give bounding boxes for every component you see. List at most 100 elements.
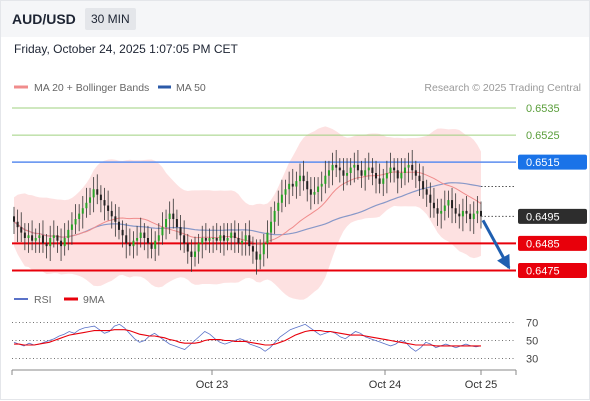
candle-body	[277, 202, 280, 211]
rsi-tick-70: 70	[526, 318, 538, 330]
candle-body	[411, 164, 414, 171]
candle-body	[298, 175, 301, 182]
price-levels	[12, 107, 516, 272]
candle-body	[259, 254, 262, 260]
candle-body	[194, 251, 197, 257]
candle-body	[270, 221, 273, 233]
candle-body	[45, 243, 48, 247]
candle-body	[248, 235, 251, 247]
level-label-0.6515: 0.6515	[526, 157, 560, 169]
candle-body	[157, 235, 160, 241]
candle-body	[237, 238, 240, 244]
ma50-legend-label: MA 50	[176, 82, 206, 94]
candle-body	[23, 232, 26, 238]
current-price-label: 0.6495	[526, 211, 560, 223]
candle-body	[125, 235, 128, 244]
candle-body	[262, 243, 265, 255]
candle-body	[233, 232, 236, 238]
candle-body	[179, 227, 182, 236]
rsi-line	[13, 323, 482, 352]
candle-body	[38, 235, 41, 238]
rsi-ma-line	[14, 329, 481, 347]
candle-body	[168, 213, 171, 220]
candle-body	[360, 170, 363, 176]
candle-body	[143, 232, 146, 238]
price-level-labels: 0.6535 0.6525 0.6515 0.6485 0.6475 0.6495	[518, 103, 587, 278]
candle-body	[382, 178, 385, 184]
candle-body	[74, 219, 77, 225]
candle-body	[393, 167, 396, 171]
candle-body	[378, 178, 381, 184]
candle-body	[190, 251, 193, 257]
forecast-arrow	[481, 219, 511, 270]
candle-body	[280, 194, 283, 203]
candle-body	[241, 240, 244, 244]
candle-body	[414, 170, 417, 176]
candle-body	[418, 175, 421, 182]
candle-body	[331, 164, 334, 171]
candle-body	[89, 197, 92, 203]
candle-body	[92, 189, 95, 198]
candle-body	[255, 251, 258, 260]
candle-body	[454, 208, 457, 214]
candle-body	[356, 164, 359, 171]
level-badge-0.6485	[518, 235, 587, 251]
candle-body	[85, 202, 88, 209]
candle-body	[52, 235, 55, 238]
candle-body	[469, 213, 472, 220]
candle-body	[117, 221, 120, 230]
candle-body	[443, 205, 446, 211]
candle-body	[186, 243, 189, 252]
instrument-label: AUD/USD	[12, 11, 76, 27]
candle-body	[222, 235, 225, 241]
candle-body	[41, 235, 44, 244]
candle-body	[244, 235, 247, 241]
candle-body	[81, 208, 84, 214]
candle-body	[201, 238, 204, 244]
candle-body	[175, 219, 178, 228]
candle-body	[67, 229, 70, 238]
level-label-0.6525: 0.6525	[526, 130, 560, 142]
candle-body	[375, 173, 378, 179]
candle-body	[219, 235, 222, 241]
candle-body	[422, 181, 425, 190]
ma20-legend-label: MA 20 + Bollinger Bands	[34, 82, 149, 94]
candle-body	[204, 238, 207, 241]
level-label-0.6485: 0.6485	[526, 238, 560, 250]
candle-body	[371, 167, 374, 173]
candle-body	[78, 213, 81, 220]
candle-body	[103, 200, 106, 206]
candle-body	[436, 208, 439, 214]
candle-body	[197, 243, 200, 252]
candle-body	[63, 238, 66, 247]
credit-label: Research © 2025 Trading Central	[424, 82, 581, 94]
candle-body	[389, 167, 392, 173]
candle-body	[172, 213, 175, 220]
candle-body	[461, 210, 464, 217]
candles	[13, 149, 482, 275]
candle-body	[429, 194, 432, 203]
candle-body	[208, 238, 211, 241]
candle-body	[13, 216, 15, 222]
candle-body	[107, 205, 110, 211]
x-tick-label: Oct 24	[369, 379, 401, 391]
forecast-arrow-head	[497, 253, 510, 270]
candle-body	[440, 210, 443, 214]
rsi-legend-label: RSI	[34, 294, 52, 306]
candle-body	[313, 191, 316, 195]
current-price-badge	[518, 208, 587, 224]
candle-body	[212, 238, 215, 239]
candle-body	[288, 183, 291, 190]
candle-body	[146, 238, 149, 244]
rsi-tick-50: 50	[526, 336, 538, 348]
candle-body	[302, 175, 305, 182]
candle-body	[136, 238, 139, 241]
moving-averages	[13, 171, 482, 244]
timeframe-badge[interactable]: 30 MIN	[85, 8, 136, 30]
candle-body	[465, 210, 468, 214]
candle-body	[31, 235, 34, 241]
candle-body	[432, 202, 435, 209]
candle-body	[324, 175, 327, 184]
